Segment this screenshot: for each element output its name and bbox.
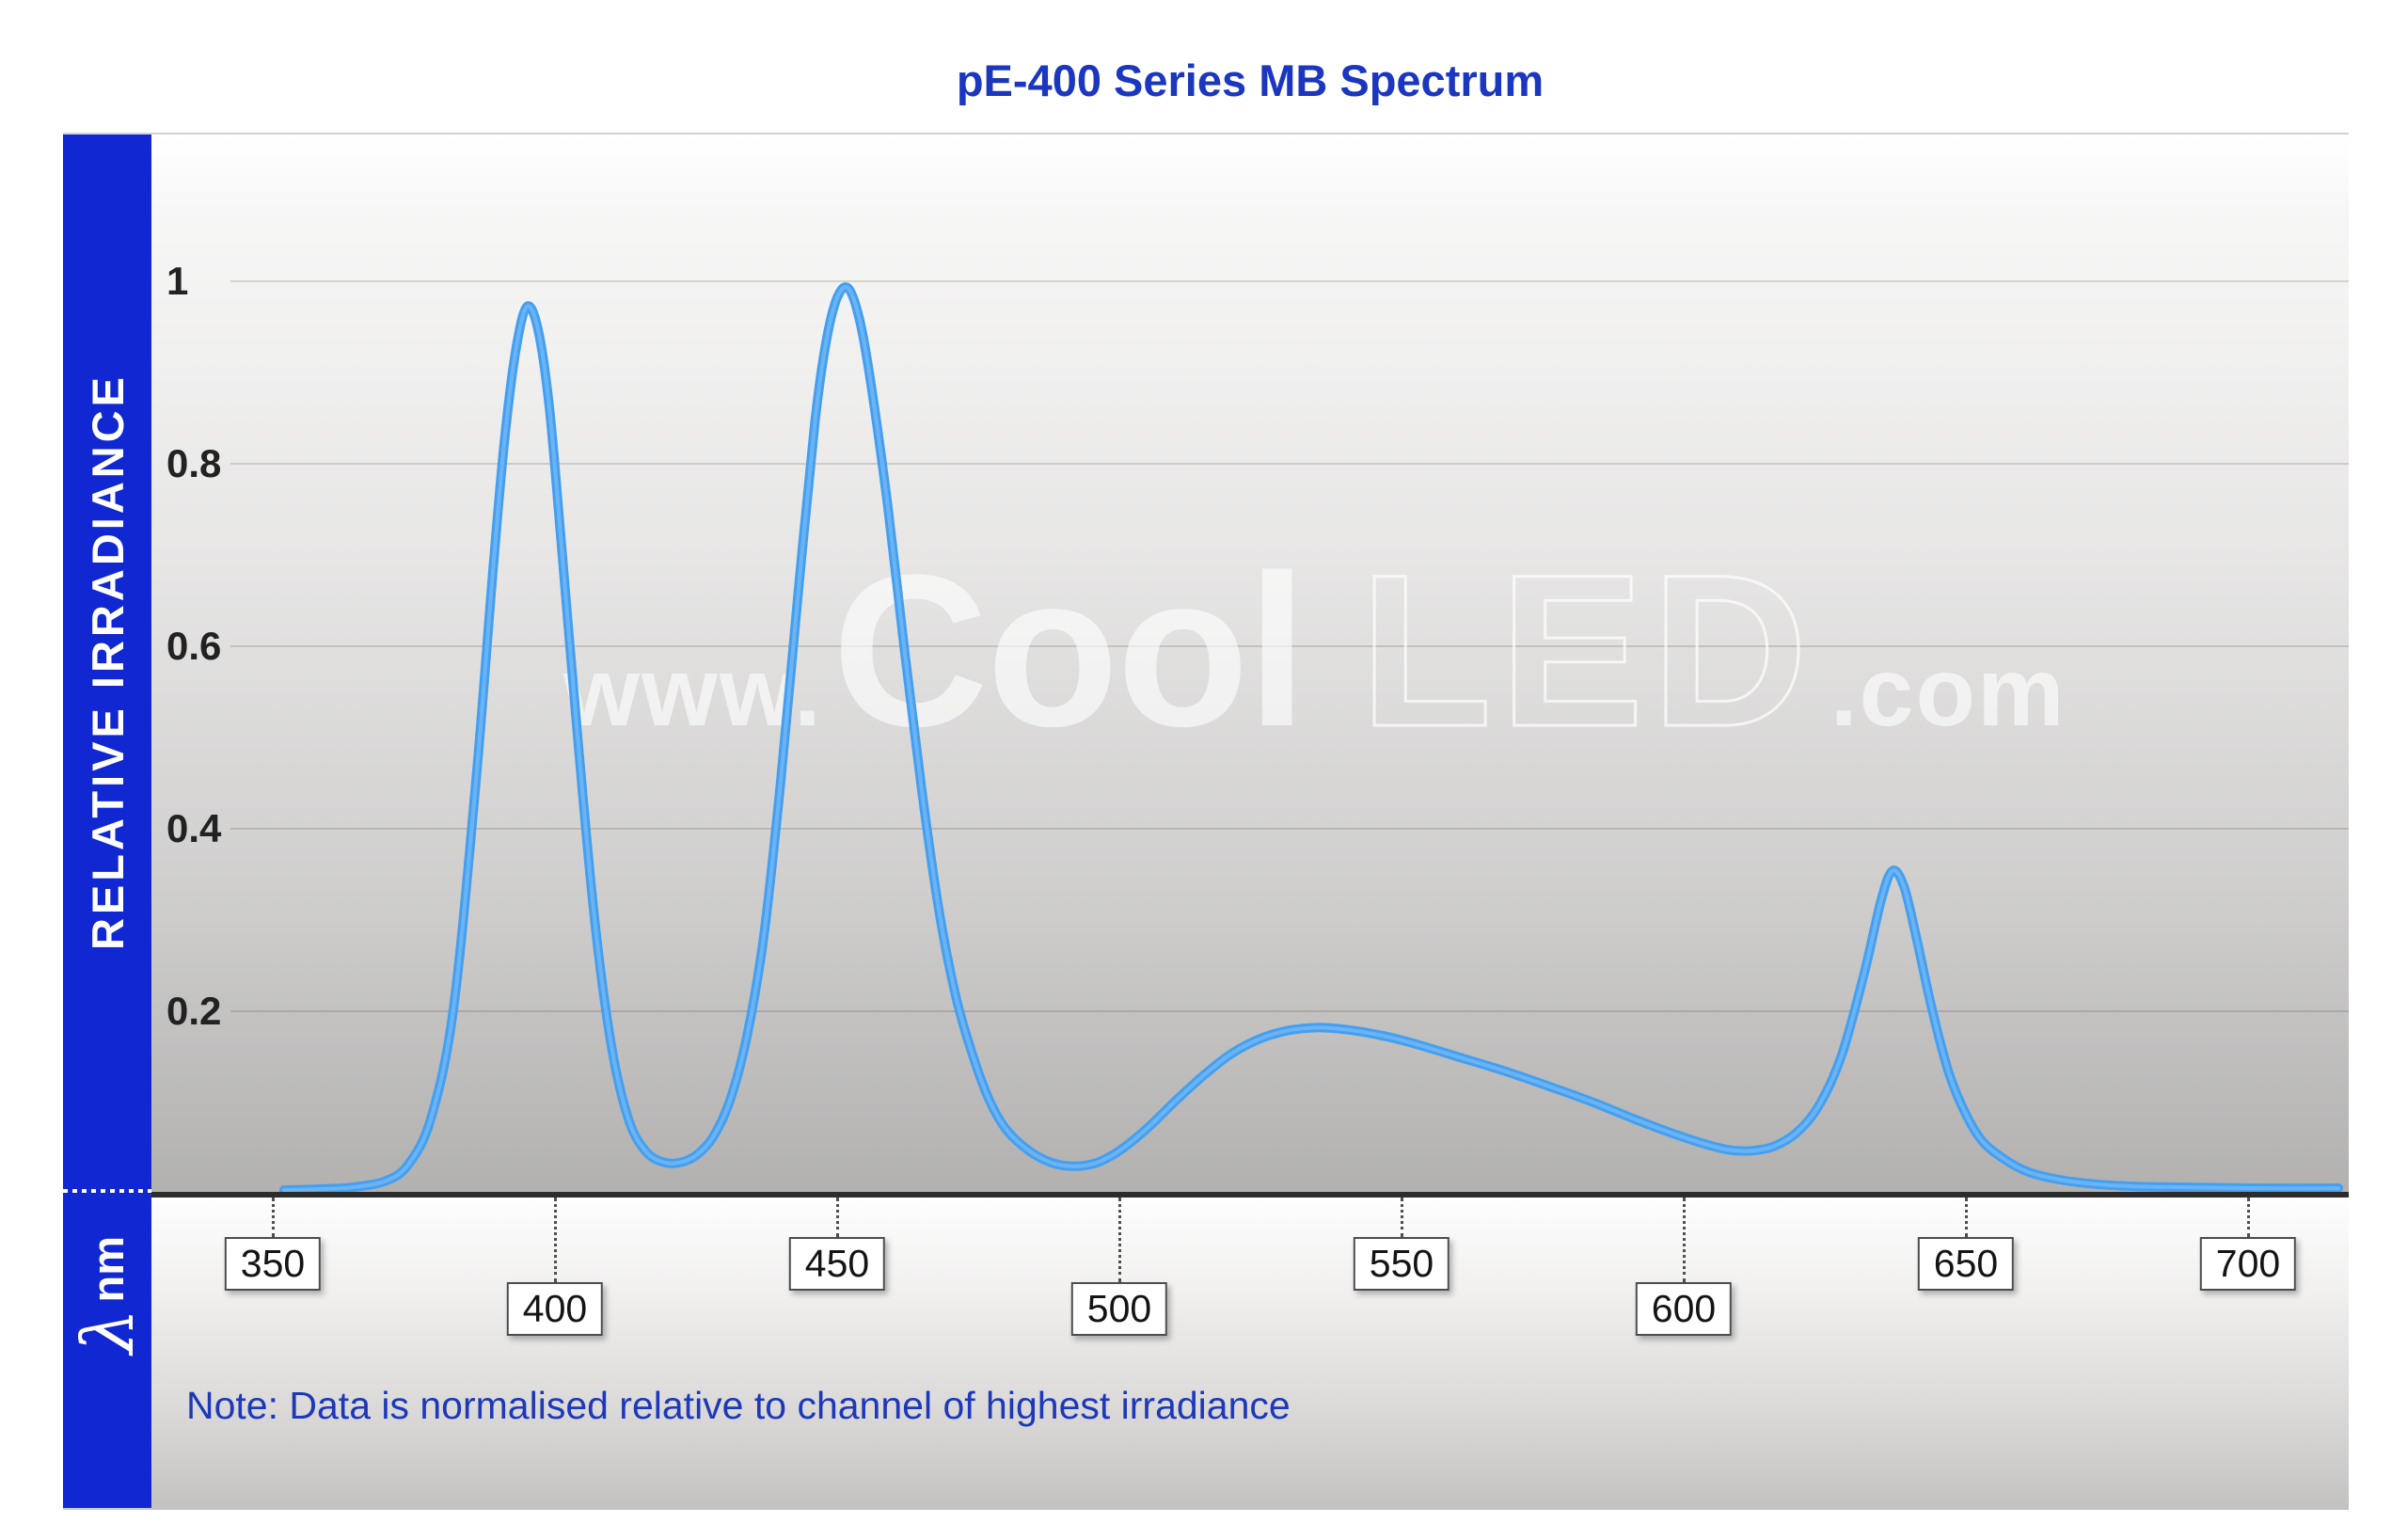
x-tick-connector: [1965, 1198, 1968, 1237]
x-tick-connector: [2247, 1198, 2250, 1237]
x-tick-connector: [1683, 1198, 1686, 1282]
lambda-icon: λ: [65, 1308, 150, 1354]
y-axis-bar: RELATIVE IRRADIANCE nm λ: [63, 135, 151, 1508]
spectrum-curve-path: [279, 282, 2343, 1192]
x-tick-box: 550: [1353, 1237, 1450, 1291]
y-tick-label: 0.8: [166, 441, 222, 485]
x-tick-box: 600: [1635, 1282, 1733, 1336]
y-gridline: [230, 280, 2349, 282]
chart-title: pE-400 Series MB Spectrum: [956, 56, 1545, 105]
x-tick-connector: [272, 1198, 275, 1237]
note-text: Note: Data is normalised relative to cha…: [186, 1384, 1291, 1427]
x-tick-connector: [1118, 1198, 1121, 1282]
y-gridline: [230, 1010, 2349, 1012]
x-axis-unit-zone: nm λ: [63, 1197, 151, 1507]
plot-area: 1 0.8 0.6 0.4 0.2 www. Cool LED .com: [151, 135, 2349, 1192]
x-axis-line: [151, 1192, 2349, 1198]
x-axis-unit-label: nm: [82, 1236, 133, 1303]
chart-container: RELATIVE IRRADIANCE nm λ 1 0.8 0.6 0.4 0.2 w…: [63, 133, 2349, 1510]
y-gridline: [230, 645, 2349, 647]
y-tick-label: 1: [166, 259, 189, 303]
y-axis-title: RELATIVE IRRADIANCE: [82, 373, 133, 951]
axis-separator-dotted-line: [63, 1189, 151, 1193]
x-tick-box: 700: [2199, 1237, 2297, 1291]
y-axis-label-zone: RELATIVE IRRADIANCE: [63, 135, 151, 1189]
y-tick-label: 0.4: [166, 806, 222, 850]
y-gridline: [230, 463, 2349, 465]
y-tick-label: 0.6: [166, 624, 222, 668]
x-tick-connector: [836, 1198, 839, 1237]
x-axis-zone: 350 400 450 500 550 600 650 700 Note: Data is n…: [151, 1198, 2349, 1510]
x-tick-box: 400: [506, 1282, 604, 1336]
spectrum-curve-highlight: [282, 285, 2340, 1192]
y-tick-label: 0.2: [166, 989, 222, 1033]
x-tick-box: 450: [788, 1237, 886, 1291]
y-gridline: [230, 828, 2349, 830]
x-tick-connector: [554, 1198, 557, 1282]
x-tick-box: 650: [1917, 1237, 2015, 1291]
x-tick-connector: [1401, 1198, 1403, 1237]
spectrum-curve: [279, 282, 2343, 1192]
x-tick-box: 350: [224, 1237, 322, 1291]
x-tick-box: 500: [1070, 1282, 1168, 1336]
